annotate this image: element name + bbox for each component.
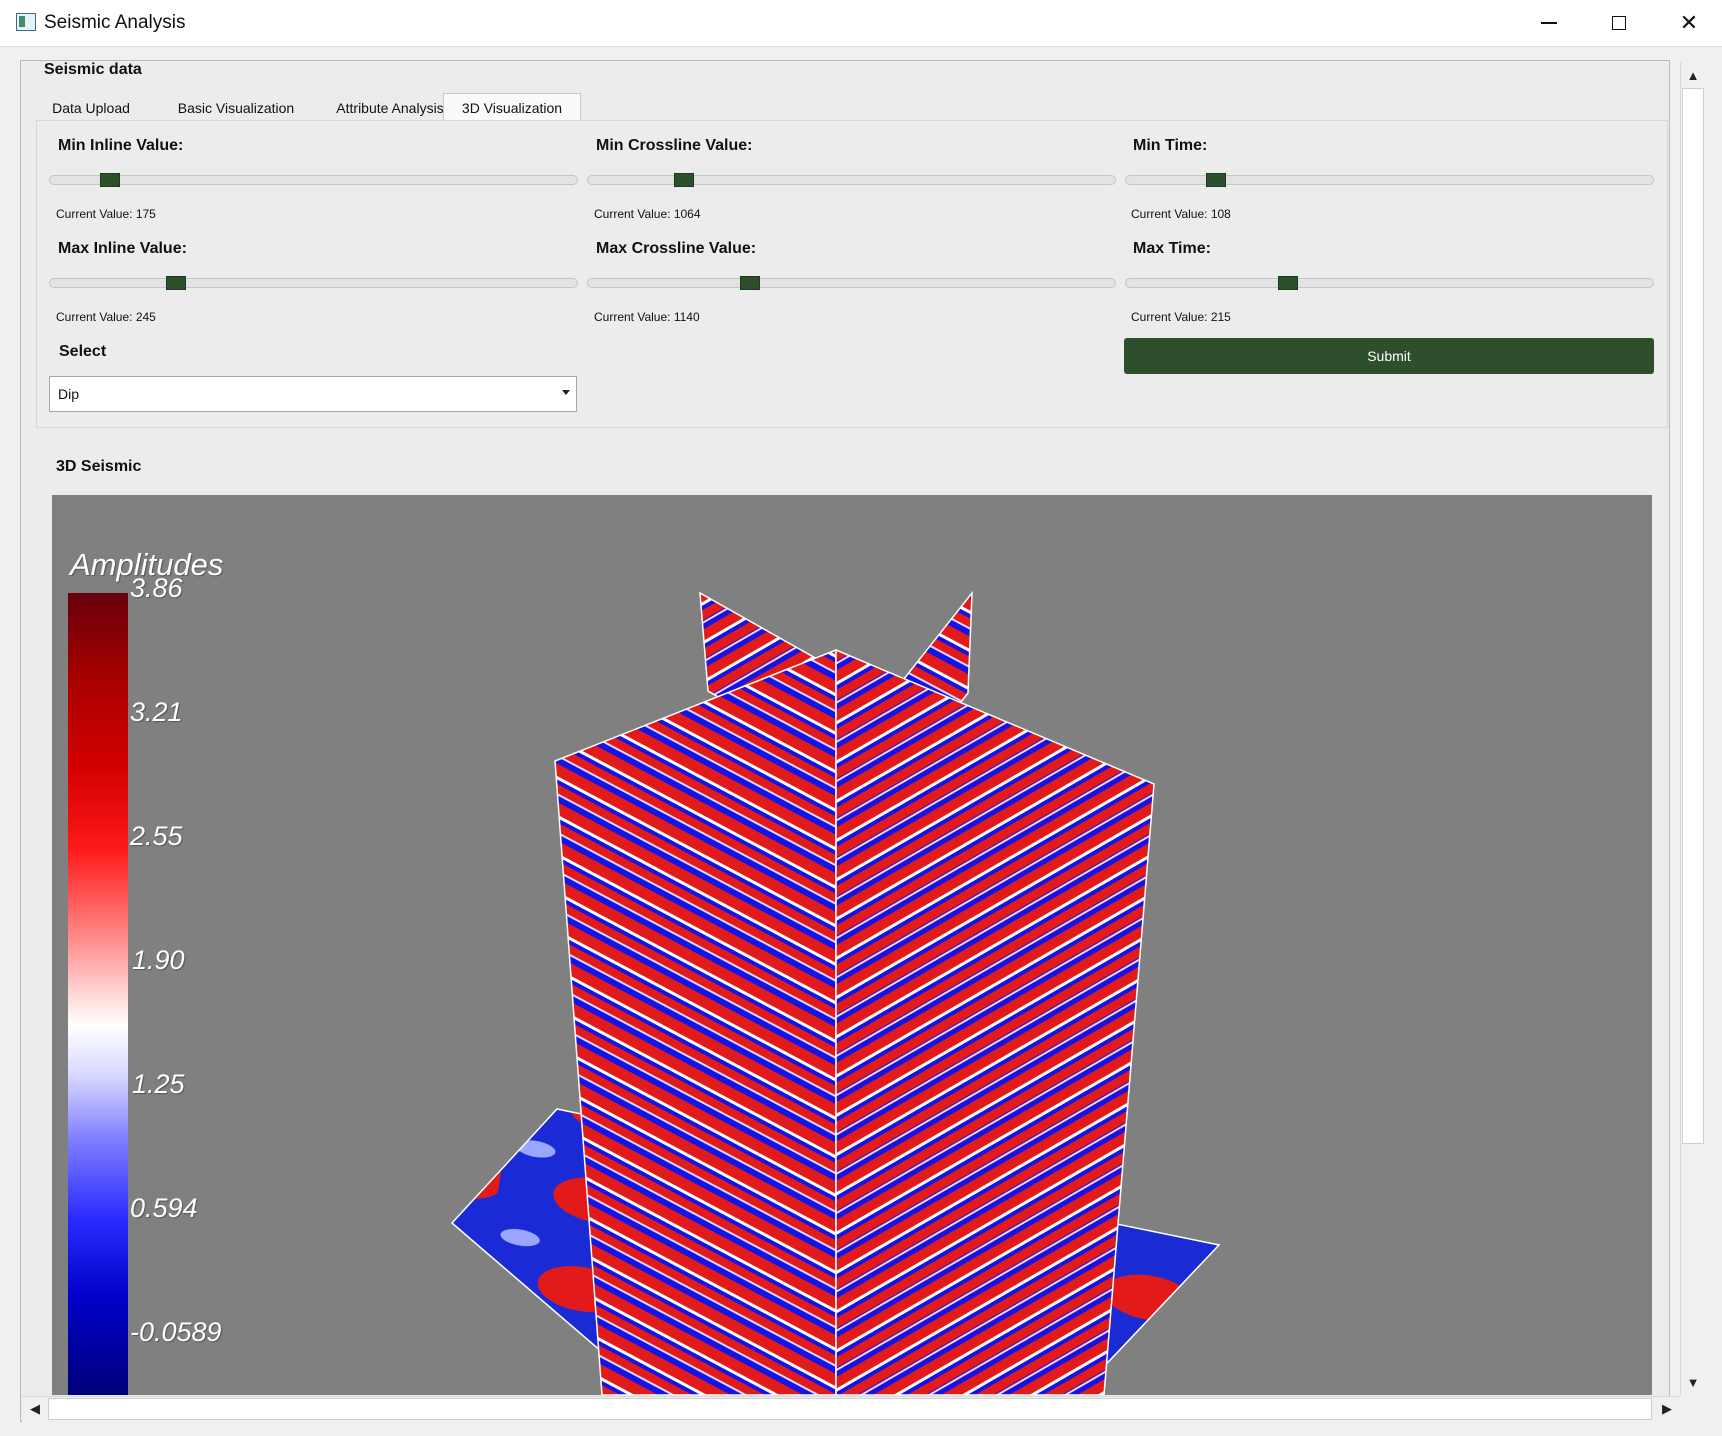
max-inline-label: Max Inline Value: [58, 240, 187, 257]
max-crossline-slider[interactable] [587, 278, 1116, 288]
min-crossline-slider[interactable] [587, 175, 1116, 185]
scroll-left-icon[interactable]: ◀ [30, 1401, 40, 1416]
min-time-slider[interactable] [1125, 175, 1654, 185]
min-inline-current-value: Current Value: 175 [56, 207, 156, 221]
scroll-down-icon[interactable]: ▼ [1686, 1374, 1700, 1390]
min-time-slider-handle[interactable] [1206, 173, 1226, 187]
colorbar-tick: 2.55 [130, 821, 183, 851]
attribute-select[interactable]: Dip [49, 376, 577, 412]
3d-seismic-viewport[interactable]: Amplitudes 3.86 3.21 2.55 1.90 1.25 0.59… [52, 495, 1652, 1395]
min-time-current-value: Current Value: 108 [1131, 207, 1231, 221]
submit-button[interactable]: Submit [1124, 338, 1654, 374]
colorbar-tick: 0.594 [130, 1193, 198, 1223]
min-time-label: Min Time: [1133, 137, 1208, 154]
tab-3d-visualization[interactable]: 3D Visualization [443, 93, 581, 122]
colorbar-tick: 3.86 [130, 573, 183, 603]
max-crossline-slider-handle[interactable] [740, 276, 760, 290]
max-inline-slider-handle[interactable] [166, 276, 186, 290]
window-title: Seismic Analysis [44, 12, 186, 33]
colorbar-tick: -0.0589 [130, 1317, 222, 1347]
dropdown-arrow-icon[interactable] [562, 390, 570, 395]
min-crossline-current-value: Current Value: 1064 [594, 207, 701, 221]
max-crossline-current-value: Current Value: 1140 [594, 310, 700, 324]
colorbar-tick: 1.25 [132, 1069, 185, 1099]
seismic-volume [450, 590, 1221, 1395]
min-inline-slider-handle[interactable] [100, 173, 120, 187]
max-time-label: Max Time: [1133, 240, 1211, 257]
horizontal-scrollbar-thumb[interactable] [48, 1398, 1652, 1420]
maximize-button[interactable] [1584, 0, 1654, 46]
close-button[interactable]: ✕ [1654, 0, 1722, 46]
colorbar-title: Amplitudes [70, 547, 224, 582]
min-inline-label: Min Inline Value: [58, 137, 184, 154]
tab-basic-visualization[interactable]: Basic Visualization [177, 100, 295, 116]
min-inline-slider[interactable] [49, 175, 578, 185]
close-icon: ✕ [1679, 10, 1699, 35]
select-label: Select [59, 343, 107, 360]
group-title: Seismic data [44, 61, 142, 78]
amplitude-colorbar [68, 593, 128, 1395]
max-time-slider[interactable] [1125, 278, 1654, 288]
maximize-icon [1612, 16, 1626, 30]
attribute-select-value: Dip [58, 386, 80, 402]
minimize-button[interactable] [1514, 0, 1584, 46]
tab-attribute-analysis[interactable]: Attribute Analysis [336, 100, 444, 116]
max-time-slider-handle[interactable] [1278, 276, 1298, 290]
minimize-icon [1541, 22, 1557, 24]
tab-data-upload[interactable]: Data Upload [52, 100, 130, 116]
max-inline-slider[interactable] [49, 278, 578, 288]
max-inline-current-value: Current Value: 245 [56, 310, 156, 324]
scroll-right-icon[interactable]: ▶ [1662, 1401, 1672, 1416]
scroll-up-icon[interactable]: ▲ [1686, 67, 1700, 83]
colorbar-tick: 1.90 [132, 945, 185, 975]
colorbar-tick: 3.21 [130, 697, 183, 727]
max-time-current-value: Current Value: 215 [1131, 310, 1231, 324]
title-bar [0, 0, 1722, 47]
section-title: 3D Seismic [56, 458, 142, 475]
min-crossline-slider-handle[interactable] [674, 173, 694, 187]
max-crossline-label: Max Crossline Value: [596, 240, 757, 257]
vertical-scrollbar-thumb[interactable] [1682, 88, 1704, 1144]
app-icon [16, 13, 36, 31]
min-crossline-label: Min Crossline Value: [596, 137, 753, 154]
